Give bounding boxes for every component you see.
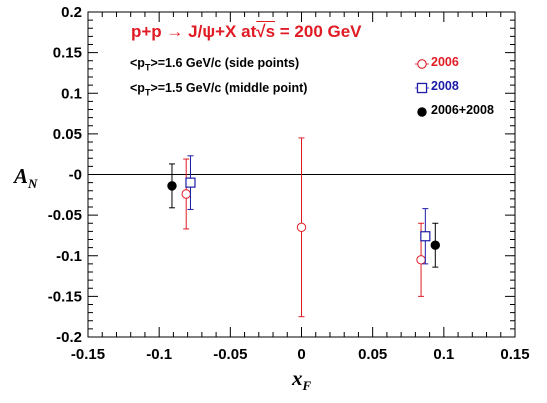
x-tick-label: 0.05 xyxy=(358,346,387,363)
x-tick-label: -0.1 xyxy=(146,346,172,363)
x-tick-label: -0.05 xyxy=(213,346,247,363)
x-tick-label: 0.1 xyxy=(433,346,454,363)
point-2006-2008 xyxy=(167,181,177,191)
legend-label-2006-2008: 2006+2008 xyxy=(431,103,494,117)
y-tick-label: -0.05 xyxy=(48,207,82,224)
y-tick-label: -0 xyxy=(69,167,82,184)
legend xyxy=(415,59,429,117)
legend-label-2008: 2008 xyxy=(431,79,459,93)
x-tick-label: 0 xyxy=(297,346,305,363)
y-axis-label: AN xyxy=(14,164,38,192)
y-tick-label: -0.1 xyxy=(56,248,82,265)
data-points xyxy=(167,137,440,318)
annotation-side-points: <pT>=1.6 GeV/c (side points) xyxy=(130,56,300,73)
point-2006 xyxy=(416,255,426,265)
chart-title: p+p → J/ψ+X at√s = 200 GeV xyxy=(131,22,362,41)
y-tick-label: 0.15 xyxy=(53,45,82,62)
x-axis-label: xF xyxy=(292,366,312,394)
point-2006 xyxy=(296,222,307,233)
point-2008 xyxy=(420,231,431,242)
y-tick-label: -0.2 xyxy=(56,329,82,346)
x-tick-label: 0.15 xyxy=(500,346,529,363)
legend-marker-2006-2008 xyxy=(417,107,427,117)
legend-marker-2006 xyxy=(417,59,427,69)
y-tick-label: 0.1 xyxy=(61,85,82,102)
x-tick-label: -0.15 xyxy=(71,346,105,363)
y-tick-label: -0.15 xyxy=(48,288,82,305)
axis-ticks: -0.2-0.15-0.1-0.05-00.050.10.150.2-0.15-… xyxy=(48,4,530,363)
y-tick-label: 0.05 xyxy=(53,126,82,143)
point-2006 xyxy=(181,189,191,199)
legend-label-2006: 2006 xyxy=(431,55,459,69)
plot-frame xyxy=(87,11,516,338)
point-2006-2008 xyxy=(430,240,440,250)
point-2008 xyxy=(185,177,196,188)
y-tick-label: 0.2 xyxy=(61,4,82,21)
annotation-middle-point: <pT>=1.5 GeV/c (middle point) xyxy=(130,81,308,98)
legend-marker-2008 xyxy=(416,82,428,94)
